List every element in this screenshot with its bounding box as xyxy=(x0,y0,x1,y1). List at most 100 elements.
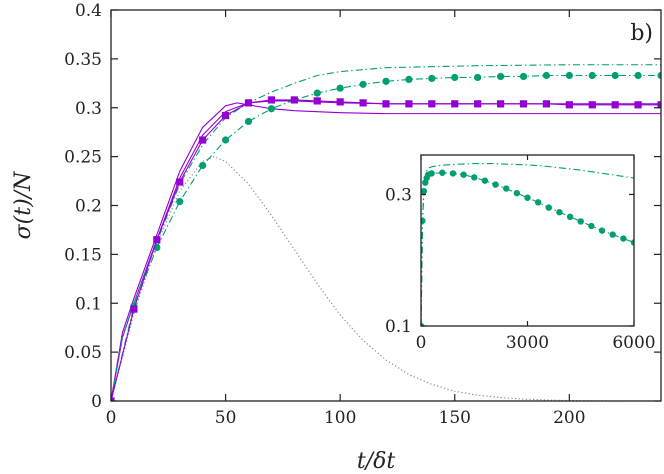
inset-y-tick-label: 0.3 xyxy=(385,185,412,205)
main-marker-circle xyxy=(657,71,661,80)
main-marker-square xyxy=(496,100,505,108)
inset-marker-circle xyxy=(577,218,584,225)
main-marker-square xyxy=(474,100,482,108)
panel-label: b) xyxy=(630,21,653,46)
inset-series-line-0 xyxy=(421,163,634,326)
main-marker-square xyxy=(244,99,253,107)
main-marker-square xyxy=(405,100,413,108)
x-axis-label: t/δt xyxy=(357,449,395,474)
y-axis-label: σ(t)/N xyxy=(11,171,36,239)
main-y-tick-label: 0.05 xyxy=(64,343,102,363)
inset-y-tick-label: 0.1 xyxy=(385,317,412,337)
inset-marker-circle xyxy=(620,235,627,242)
main-marker-square xyxy=(611,101,619,109)
main-marker-circle xyxy=(611,71,619,80)
main-marker-square xyxy=(657,101,661,109)
inset-x-tick-label: 6000 xyxy=(612,333,655,353)
inset-marker-circle xyxy=(566,213,574,221)
main-marker-circle xyxy=(588,71,596,80)
main-series-line-3 xyxy=(111,64,661,401)
inset-marker-circle xyxy=(524,194,531,201)
main-series-layer xyxy=(111,64,661,401)
main-marker-square xyxy=(176,178,184,186)
main-marker-square xyxy=(130,305,138,313)
inset-marker-circle xyxy=(471,174,478,181)
main-marker-square xyxy=(111,397,115,401)
inset-marker-circle xyxy=(449,170,457,177)
inset-marker-circle xyxy=(481,177,489,184)
main-marker-circle xyxy=(496,72,505,81)
main-marker-square xyxy=(336,98,344,106)
inset-x-tick-label: 3000 xyxy=(506,333,549,353)
main-marker-circle xyxy=(474,73,482,82)
main-marker-square xyxy=(382,100,390,108)
main-marker-circle xyxy=(221,136,230,144)
main-marker-circle xyxy=(451,73,459,82)
main-marker-circle xyxy=(565,71,573,80)
main-x-tick-label: 0 xyxy=(106,408,117,428)
main-marker-square xyxy=(359,99,367,107)
main-marker-circle xyxy=(519,72,528,81)
main-marker-circle xyxy=(382,77,390,85)
main-x-tick-label: 200 xyxy=(553,408,585,428)
inset-marker-circle xyxy=(609,231,616,238)
main-marker-circle xyxy=(267,105,276,113)
main-marker-square xyxy=(588,101,596,109)
main-x-tick-label: 100 xyxy=(324,408,356,428)
main-marker-square xyxy=(153,236,161,244)
main-marker-circle xyxy=(359,80,367,88)
main-marker-square xyxy=(313,97,321,105)
main-x-tick-label: 150 xyxy=(439,408,471,428)
main-y-tick-label: 0.35 xyxy=(64,50,102,70)
inset-marker-circle xyxy=(556,209,563,216)
main-marker-square xyxy=(199,136,207,144)
main-series-line-1 xyxy=(111,102,661,401)
inset-marker-circle xyxy=(428,170,435,177)
main-y-tick-label: 0 xyxy=(91,392,102,412)
main-marker-square xyxy=(451,100,459,108)
inset-marker-circle xyxy=(630,239,634,246)
inset-background xyxy=(421,155,634,326)
inset-marker-circle xyxy=(421,217,426,224)
inset-x-tick-label: 0 xyxy=(416,333,427,353)
main-marker-circle xyxy=(336,84,344,92)
inset-marker-circle xyxy=(439,169,446,176)
inset-marker-circle xyxy=(534,199,542,206)
inset-marker-circle xyxy=(492,181,499,188)
main-marker-circle xyxy=(634,71,642,80)
inset-plot: 0 3000 6000 0.1 0.3 xyxy=(385,154,656,353)
inset-marker-circle xyxy=(421,187,428,195)
main-marker-circle xyxy=(542,71,551,80)
inset-marker-circle xyxy=(513,189,521,197)
main-y-tick-label: 0.3 xyxy=(75,99,102,119)
main-marker-square xyxy=(542,100,551,108)
inset-marker-circle xyxy=(460,171,467,178)
main-x-tick-label: 50 xyxy=(215,408,237,428)
main-marker-square xyxy=(428,100,436,108)
main-marker-square xyxy=(519,100,528,108)
main-y-tick-label: 0.1 xyxy=(75,294,102,314)
main-marker-square xyxy=(221,111,230,120)
inset-marker-circle xyxy=(421,322,425,326)
main-y-tick-label: 0.2 xyxy=(75,197,102,217)
inset-marker-circle xyxy=(545,204,552,211)
main-marker-circle xyxy=(176,197,184,206)
main-marker-circle xyxy=(313,89,321,97)
main-marker-circle xyxy=(405,75,413,84)
inset-marker-circle xyxy=(503,185,510,192)
main-marker-square xyxy=(290,96,298,104)
main-y-tick-label: 0.25 xyxy=(64,148,102,168)
main-marker-circle xyxy=(244,117,253,126)
main-y-tick-label: 0.15 xyxy=(64,245,102,265)
inset-marker-circle xyxy=(588,222,595,230)
main-marker-square xyxy=(267,96,276,104)
main-marker-circle xyxy=(428,74,436,83)
inset-series-layer xyxy=(421,163,634,326)
main-y-tick-label: 0.4 xyxy=(75,1,102,21)
main-plot: 0 50 100 150 200 0 0.05 0.1 0.15 0.2 0.25 0.3 0.35 0.… xyxy=(11,1,662,474)
main-marker-square xyxy=(565,101,573,109)
main-marker-square xyxy=(634,101,642,109)
main-marker-circle xyxy=(199,161,207,170)
inset-marker-circle xyxy=(598,227,606,234)
